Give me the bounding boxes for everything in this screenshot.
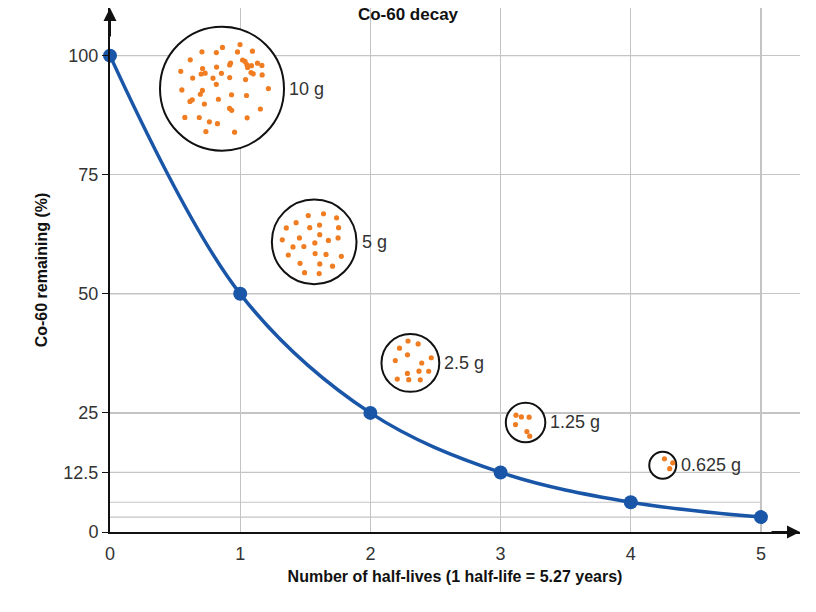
svg-text:50: 50 <box>78 284 98 304</box>
svg-text:Co-60 remaining (%): Co-60 remaining (%) <box>33 193 50 348</box>
svg-text:25: 25 <box>78 403 98 423</box>
svg-text:75: 75 <box>78 165 98 185</box>
svg-text:5 g: 5 g <box>362 232 387 252</box>
svg-text:3: 3 <box>496 544 506 564</box>
svg-text:1: 1 <box>235 544 245 564</box>
svg-text:0: 0 <box>105 544 115 564</box>
svg-text:10 g: 10 g <box>289 79 324 99</box>
svg-text:1.25 g: 1.25 g <box>550 412 600 432</box>
svg-text:2.5 g: 2.5 g <box>444 353 484 373</box>
svg-text:2: 2 <box>365 544 375 564</box>
svg-text:4: 4 <box>626 544 636 564</box>
svg-text:0.625 g: 0.625 g <box>681 455 741 475</box>
svg-text:5: 5 <box>756 544 766 564</box>
svg-text:100: 100 <box>68 46 98 66</box>
svg-text:Number of half-lives (1 half-l: Number of half-lives (1 half-life = 5.27… <box>288 568 623 585</box>
svg-text:0: 0 <box>88 522 98 542</box>
svg-text:Co-60 decay: Co-60 decay <box>358 5 459 24</box>
svg-text:12.5: 12.5 <box>63 463 98 483</box>
